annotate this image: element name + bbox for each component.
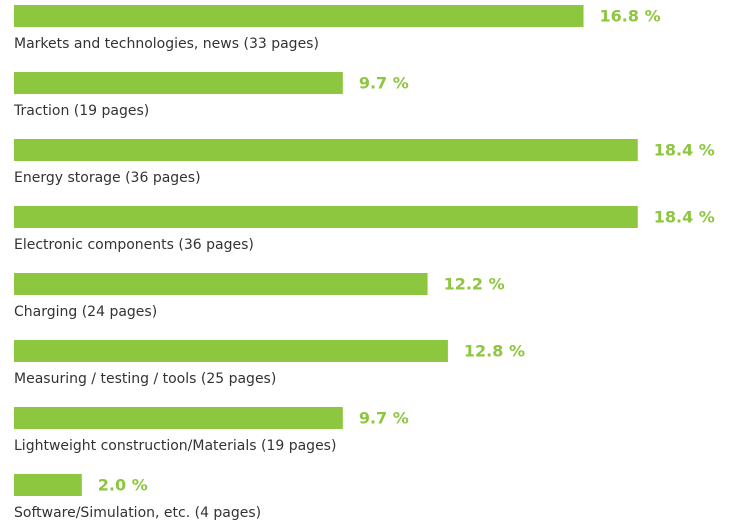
- value-label: 9.7 %: [359, 74, 409, 93]
- category-label: Traction (19 pages): [13, 103, 149, 119]
- category-label: Lightweight construction/Materials (19 p…: [14, 438, 336, 454]
- category-label: Energy storage (36 pages): [14, 170, 201, 186]
- bar: [14, 5, 584, 27]
- value-label: 18.4 %: [654, 141, 715, 160]
- category-label: Markets and technologies, news (33 pages…: [14, 36, 319, 52]
- category-label: Charging (24 pages): [14, 304, 157, 320]
- value-label: 9.7 %: [359, 409, 409, 428]
- category-label: Software/Simulation, etc. (4 pages): [14, 505, 261, 521]
- value-label: 18.4 %: [654, 208, 715, 227]
- category-label: Electronic components (36 pages): [14, 237, 254, 253]
- value-label: 12.8 %: [464, 342, 525, 361]
- bar: [14, 407, 343, 429]
- bar: [14, 72, 343, 94]
- bar: [14, 340, 448, 362]
- value-label: 12.2 %: [444, 275, 505, 294]
- bar: [14, 273, 428, 295]
- bar: [14, 139, 638, 161]
- category-label: Measuring / testing / tools (25 pages): [14, 371, 276, 387]
- value-label: 2.0 %: [98, 476, 148, 495]
- bar: [14, 474, 82, 496]
- bar: [14, 206, 638, 228]
- value-label: 16.8 %: [600, 7, 661, 26]
